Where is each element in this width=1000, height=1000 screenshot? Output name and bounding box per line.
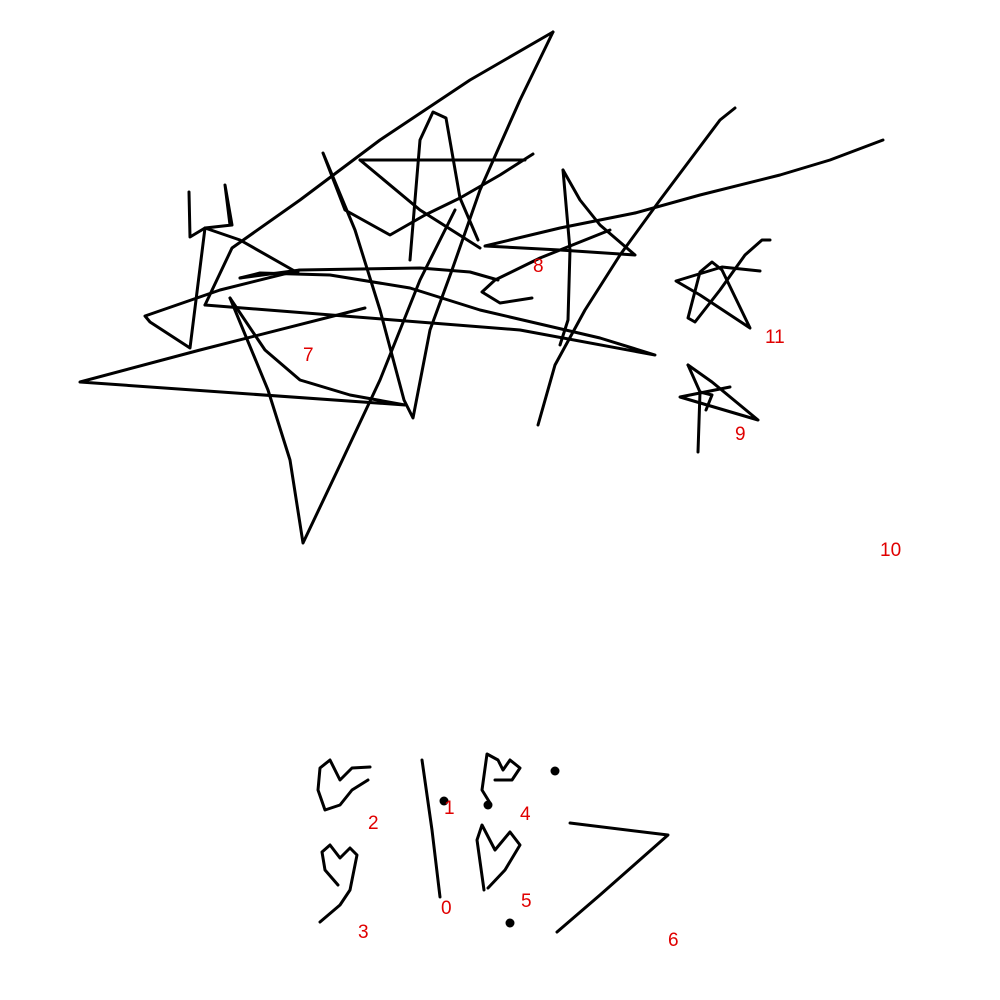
label-9: 9 <box>735 424 746 445</box>
label-0: 0 <box>441 898 452 919</box>
stroke-7 <box>78 30 657 545</box>
stroke-4 <box>480 752 560 810</box>
stroke-0 <box>420 758 442 899</box>
label-3: 3 <box>358 922 369 943</box>
label-1: 1 <box>444 798 455 819</box>
stroke-9 <box>678 363 760 454</box>
label-2: 2 <box>368 813 379 834</box>
stroke-5 <box>475 823 522 928</box>
label-8: 8 <box>533 256 544 277</box>
label-7: 7 <box>303 345 314 366</box>
label-5: 5 <box>521 891 532 912</box>
label-6: 6 <box>668 930 679 951</box>
stroke-3 <box>318 843 359 924</box>
stroke-8 <box>480 106 885 427</box>
stroke-2 <box>316 758 372 812</box>
label-11: 11 <box>765 327 785 348</box>
stroke-1 <box>439 796 449 806</box>
label-4: 4 <box>520 804 531 825</box>
stroke-11 <box>674 238 772 330</box>
label-10: 10 <box>880 540 901 561</box>
stroke-6 <box>555 821 670 934</box>
